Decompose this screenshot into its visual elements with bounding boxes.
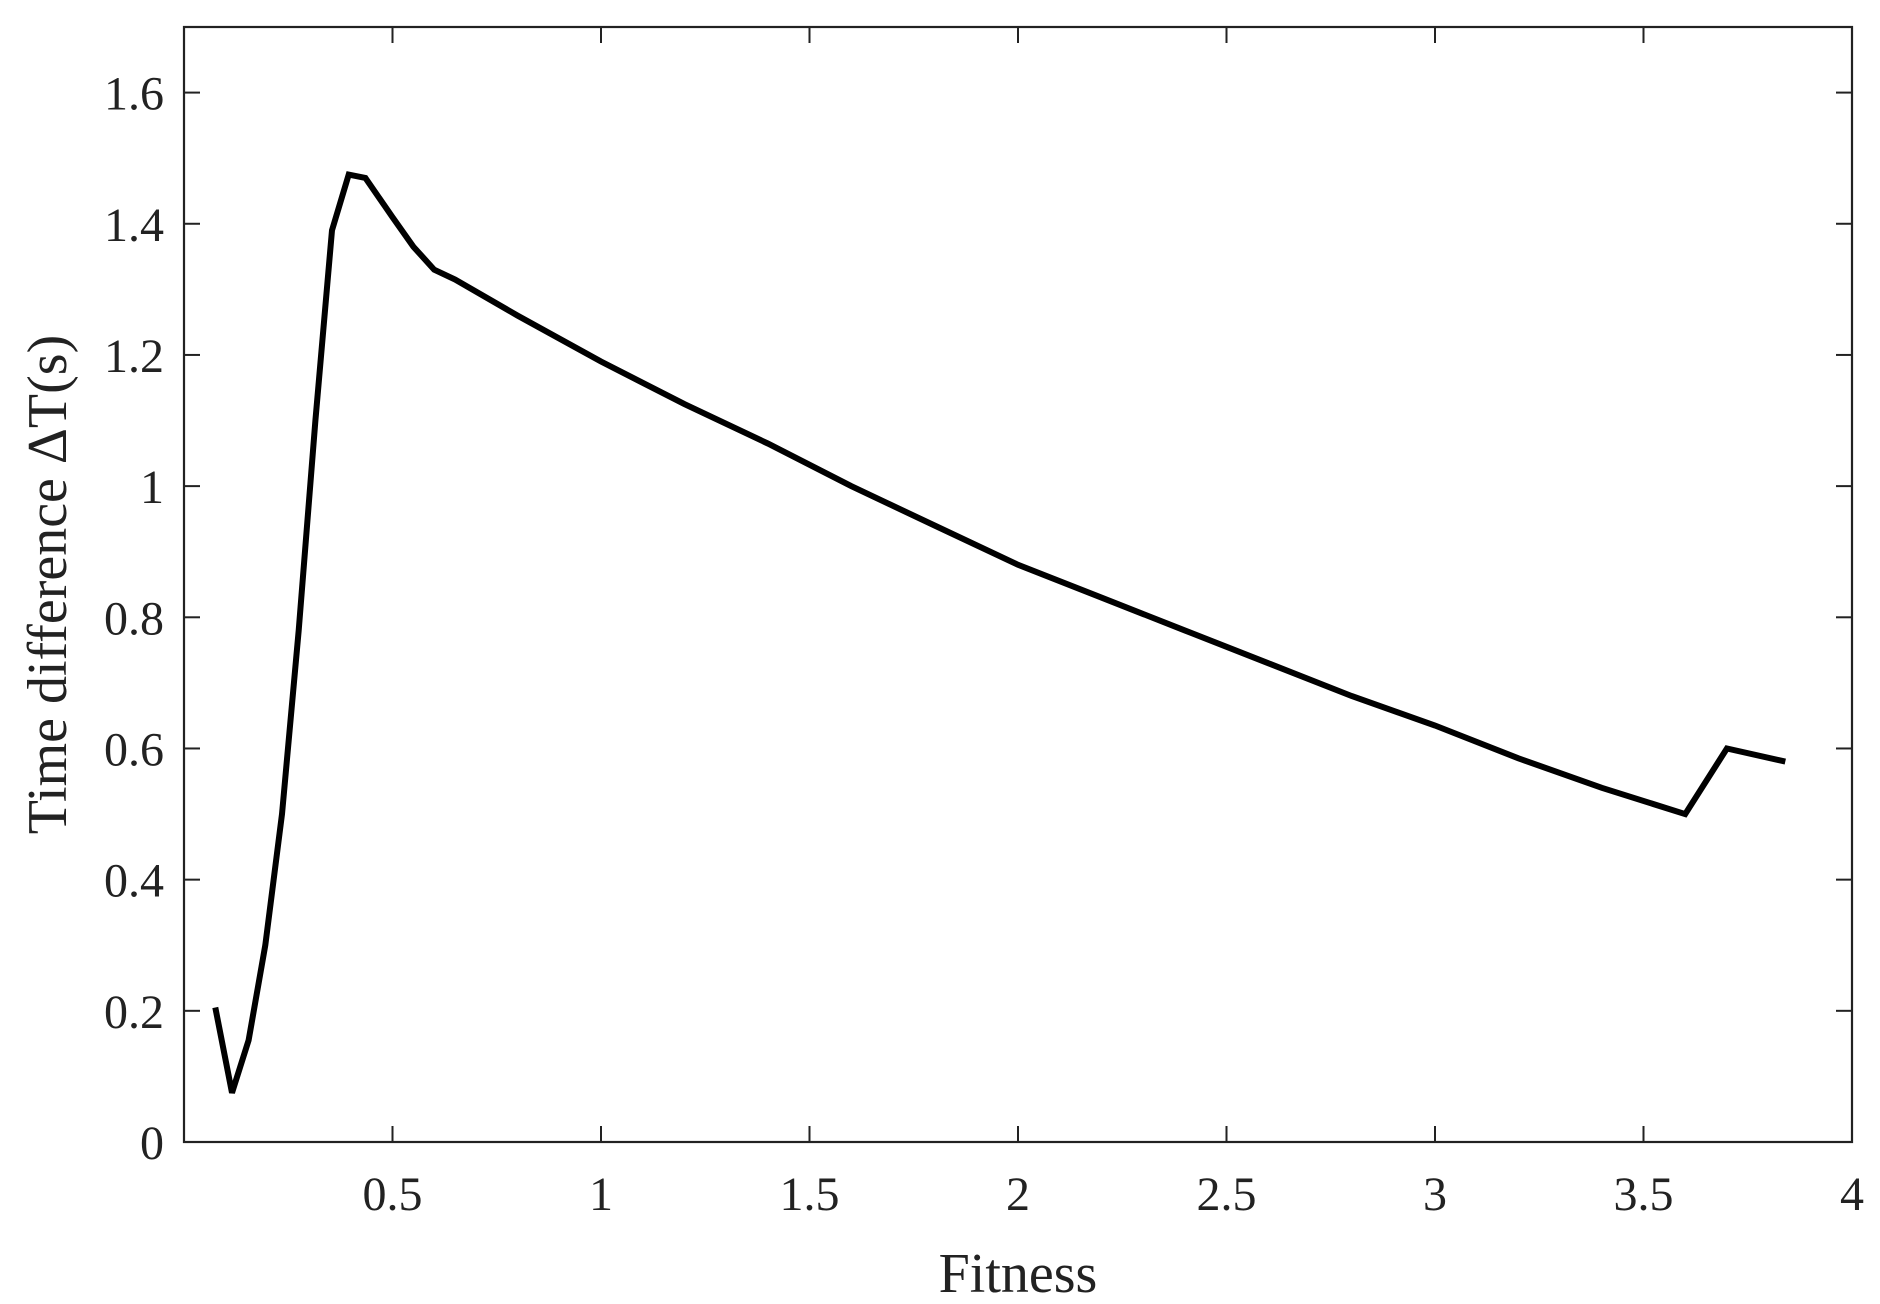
x-tick-label: 3	[1423, 1168, 1447, 1221]
x-tick-label: 1	[589, 1168, 613, 1221]
series-layer	[212, 171, 1786, 1094]
y-axis-title: Time difference ΔT(s)	[17, 335, 79, 834]
x-axis-title: Fitness	[939, 1243, 1098, 1304]
x-tick-label: 3.5	[1614, 1168, 1674, 1221]
y-tick-label: 0.4	[104, 855, 164, 908]
y-tick-label: 0.2	[104, 986, 164, 1039]
x-tick-label: 2	[1006, 1168, 1030, 1221]
series-line	[212, 171, 1786, 1094]
y-tick-label: 0	[140, 1117, 164, 1170]
x-tick-label: 2.5	[1197, 1168, 1257, 1221]
y-tick-label: 0.8	[104, 592, 164, 645]
y-tick-label: 1	[140, 461, 164, 514]
y-tick-label: 0.6	[104, 723, 164, 776]
x-tick-label: 0.5	[363, 1168, 423, 1221]
y-tick-label: 1.6	[104, 68, 164, 121]
x-tick-label: 1.5	[780, 1168, 840, 1221]
y-tick-label: 1.4	[104, 199, 164, 252]
y-tick-label: 1.2	[104, 330, 164, 383]
axes	[182, 25, 1854, 1144]
x-tick-label: 4	[1840, 1168, 1864, 1221]
labels-layer: Fitness Time difference ΔT(s) 0.5 1 1.5 2 2.…	[17, 68, 1864, 1304]
